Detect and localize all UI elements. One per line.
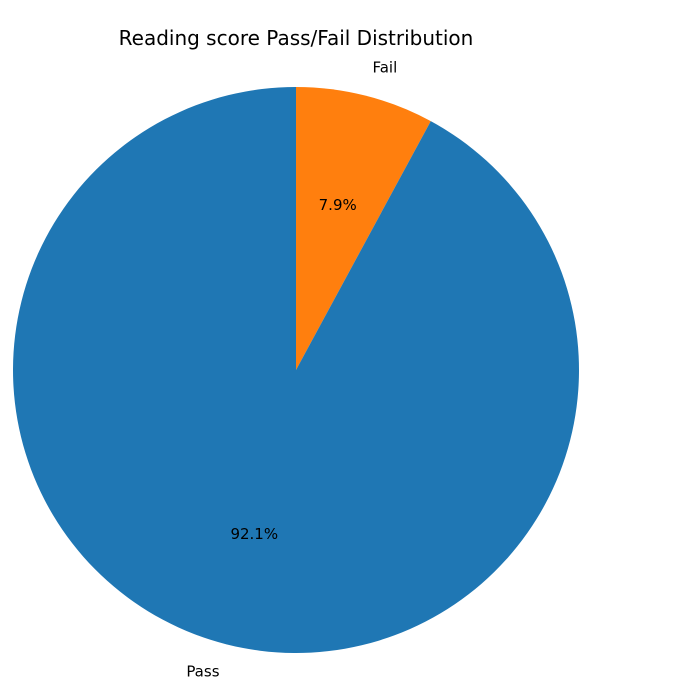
slice-percent-fail: 7.9% — [319, 196, 357, 214]
pie-slice-pass — [13, 87, 580, 653]
slice-percent-pass: 92.1% — [230, 525, 278, 543]
chart-title: Reading score Pass/Fail Distribution — [118, 26, 474, 50]
slice-label-pass: Pass — [186, 662, 219, 680]
pie-slice-fail — [296, 87, 431, 370]
slice-label-fail: Fail — [372, 59, 397, 77]
